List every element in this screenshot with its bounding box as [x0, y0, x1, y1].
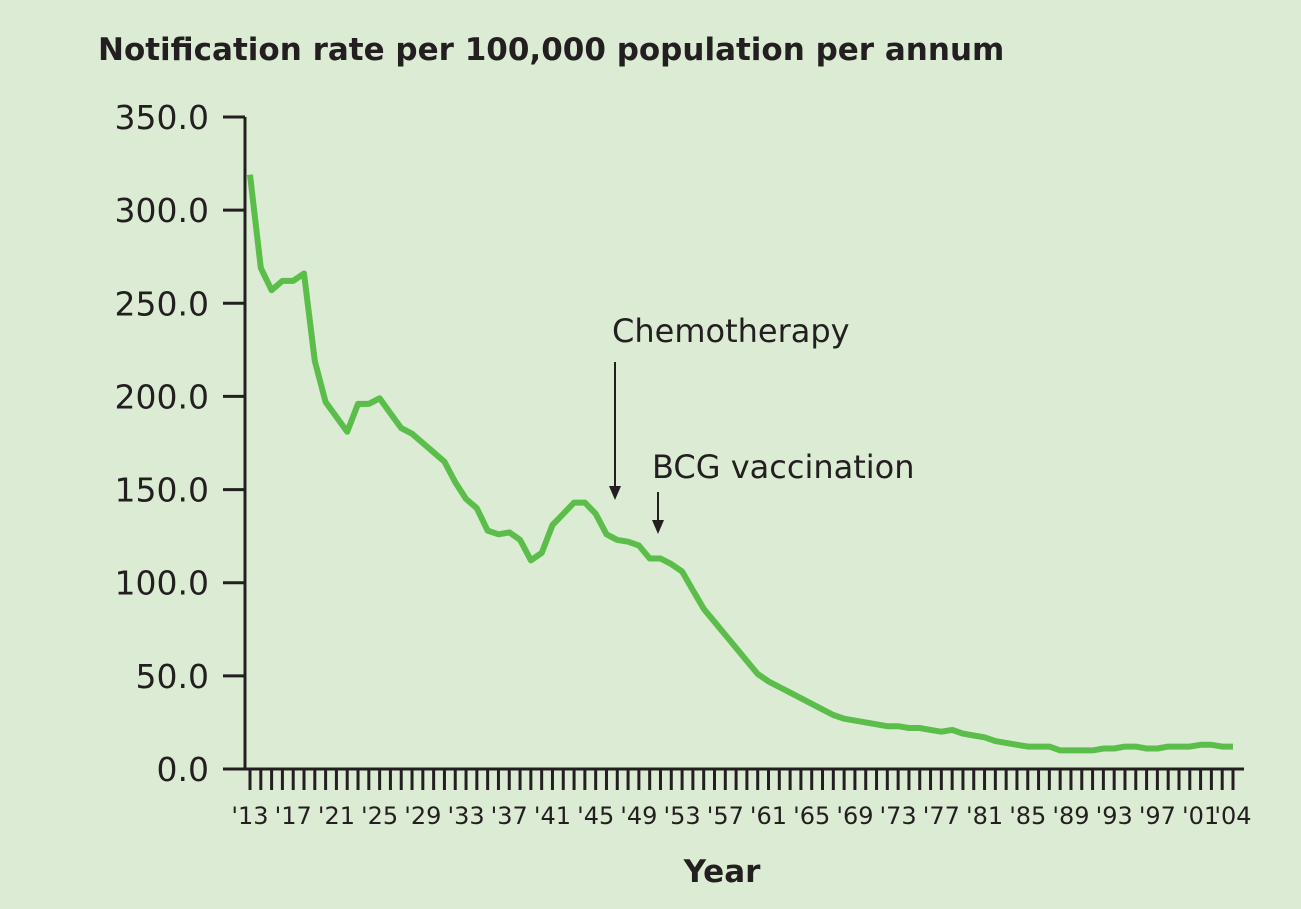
annotations: Chemotherapy BCG vaccination	[609, 312, 915, 534]
x-tick-label: '45	[577, 802, 614, 830]
x-tick-label: '37	[491, 802, 528, 830]
x-tick-label: '41	[534, 802, 571, 830]
y-tick-label: 100.0	[115, 564, 209, 603]
x-tick-label: '01	[1182, 802, 1219, 830]
chart-title: Notification rate per 100,000 population…	[98, 32, 1004, 68]
y-tick-label: 300.0	[115, 191, 209, 230]
x-tick-label: '77	[923, 802, 960, 830]
chemotherapy-arrow-head	[609, 486, 621, 500]
x-tick-label: '69	[836, 802, 873, 830]
annotation-chemotherapy: Chemotherapy	[612, 312, 850, 350]
series-group	[247, 174, 1233, 754]
x-tick-label: '57	[707, 802, 744, 830]
x-axis-ticks: '13'17'21'25'29'33'37'41'45'49'53'57'61 '…	[231, 769, 1252, 830]
x-tick-label: '85	[1009, 802, 1046, 830]
bcg-vaccination-arrow-head	[652, 520, 664, 534]
x-tick-label: '65	[793, 802, 830, 830]
series-line	[247, 174, 1233, 754]
x-tick-label: '33	[447, 802, 484, 830]
x-tick-label: '97	[1139, 802, 1176, 830]
y-tick-label: 50.0	[136, 657, 209, 696]
annotation-bcg-vaccination: BCG vaccination	[652, 448, 915, 486]
axes	[243, 117, 1244, 771]
x-tick-label: '25	[361, 802, 398, 830]
x-axis-label: Year	[683, 854, 762, 890]
x-tick-label: '04	[1214, 802, 1251, 830]
x-tick-label: '53	[664, 802, 701, 830]
y-tick-label: 150.0	[115, 471, 209, 510]
x-tick-label: '17	[275, 802, 312, 830]
x-tick-label: '49	[620, 802, 657, 830]
x-tick-label: '93	[1096, 802, 1133, 830]
y-tick-label: 200.0	[115, 377, 209, 416]
x-tick-label: '61	[750, 802, 787, 830]
x-tick-label: '13	[231, 802, 268, 830]
x-tick-label: '81	[966, 802, 1003, 830]
x-tick-label: '89	[1052, 802, 1089, 830]
x-tick-label: '73	[880, 802, 917, 830]
y-tick-label: 0.0	[157, 750, 209, 789]
y-tick-label: 250.0	[115, 284, 209, 323]
x-tick-label: '29	[404, 802, 441, 830]
x-tick-label: '21	[318, 802, 355, 830]
y-tick-label: 350.0	[115, 98, 209, 137]
y-axis-ticks: 0.0 50.0 100.0 150.0 200.0 250.0 300.0 350.0	[115, 98, 245, 789]
